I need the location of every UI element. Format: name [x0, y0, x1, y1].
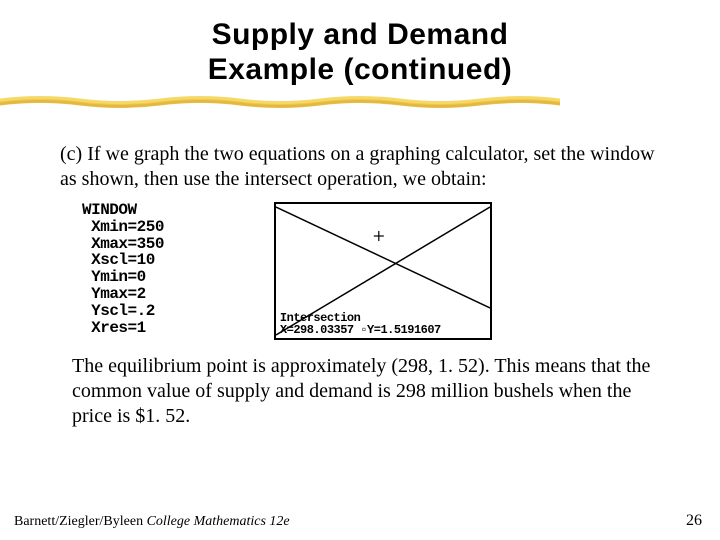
page-number: 26: [686, 512, 702, 530]
conclusion-paragraph: The equilibrium point is approximately (…: [72, 354, 660, 429]
title-line-2: Example (continued): [208, 53, 513, 86]
title-underline: [0, 95, 560, 109]
slide-title: Supply and Demand Example (continued): [0, 0, 720, 87]
footer-attribution: Barnett/Ziegler/Byleen College Mathemati…: [14, 514, 290, 530]
figures-row: WINDOW Xmin=250 Xmax=350 Xscl=10 Ymin=0 …: [82, 202, 720, 340]
intersection-marker: [374, 231, 384, 241]
footer-book: College Mathematics 12e: [147, 514, 290, 529]
calculator-graph: Intersection X=298.03357 ▫Y=1.5191607: [274, 202, 492, 340]
footer-authors: Barnett/Ziegler/Byleen: [14, 514, 147, 529]
title-line-1: Supply and Demand: [212, 18, 509, 51]
intro-paragraph: (c) If we graph the two equations on a g…: [60, 142, 660, 192]
calculator-window-settings: WINDOW Xmin=250 Xmax=350 Xscl=10 Ymin=0 …: [82, 202, 164, 336]
graph-label-coords: X=298.03357 ▫Y=1.5191607: [280, 324, 441, 336]
